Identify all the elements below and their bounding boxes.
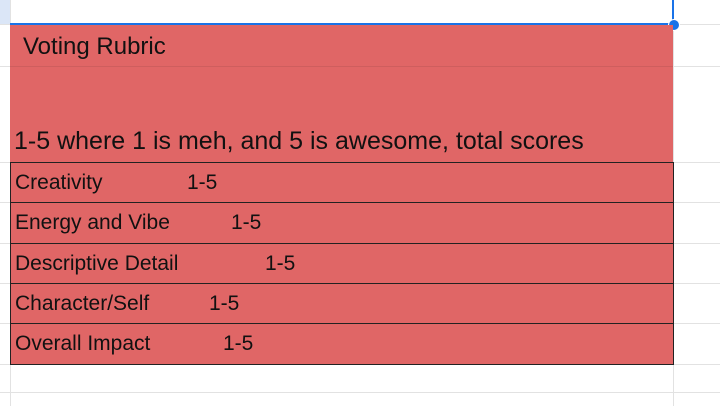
criteria-row[interactable]: Descriptive Detail 1-5 xyxy=(10,243,674,284)
gridline xyxy=(0,392,720,393)
criteria-score: 1-5 xyxy=(231,211,262,234)
rubric-header-cell[interactable] xyxy=(10,25,673,364)
selected-cell[interactable] xyxy=(10,0,674,25)
rubric-description: 1-5 where 1 is meh, and 5 is awesome, to… xyxy=(14,127,584,155)
criteria-row[interactable]: Creativity 1-5 xyxy=(10,162,674,203)
criteria-score: 1-5 xyxy=(265,252,296,275)
criteria-label: Character/Self xyxy=(15,292,150,315)
criteria-score: 1-5 xyxy=(209,292,240,315)
criteria-label: Energy and Vibe xyxy=(15,211,170,234)
row-header-highlight xyxy=(0,0,10,24)
criteria-row[interactable]: Character/Self 1-5 xyxy=(10,283,674,324)
criteria-row[interactable]: Energy and Vibe 1-5 xyxy=(10,202,674,243)
criteria-row[interactable]: Overall Impact 1-5 xyxy=(10,323,674,365)
gridline xyxy=(10,66,673,67)
criteria-score: 1-5 xyxy=(223,332,254,355)
criteria-label: Descriptive Detail xyxy=(15,252,179,275)
rubric-title: Voting Rubric xyxy=(23,33,166,60)
criteria-label: Creativity xyxy=(15,171,103,194)
criteria-label: Overall Impact xyxy=(15,332,151,355)
criteria-score: 1-5 xyxy=(187,171,218,194)
